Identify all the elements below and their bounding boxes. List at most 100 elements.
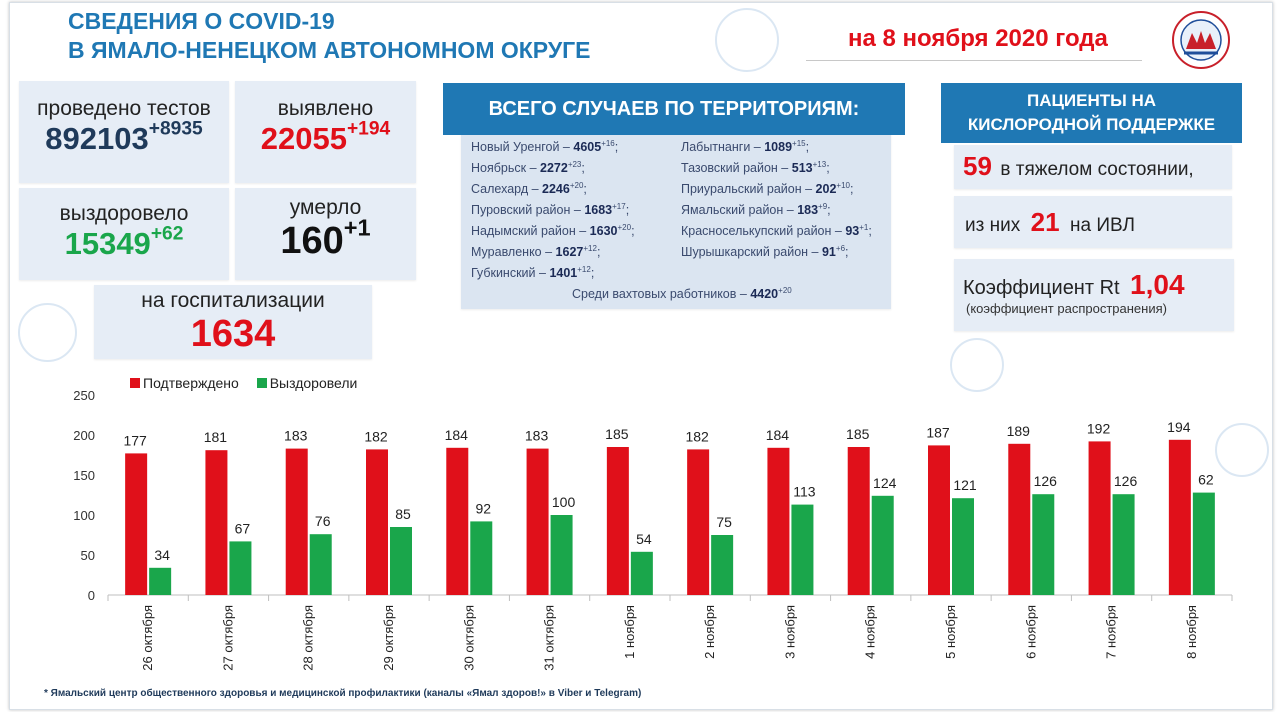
- territory-row: Приуральский район – 202+10;: [681, 181, 854, 197]
- x-category-label: 7 ноября: [1104, 605, 1119, 659]
- confirmed-data-label: 182: [364, 428, 388, 444]
- recovered-bar: [1032, 494, 1055, 595]
- infographic: СВЕДЕНИЯ О COVID-19 В ЯМАЛО-НЕНЕЦКОМ АВТ…: [9, 2, 1273, 710]
- recovered-data-label: 113: [793, 484, 816, 500]
- x-category-label: 31 октября: [542, 605, 557, 671]
- territory-row: Ямальский район – 183+9;: [681, 202, 831, 218]
- shift-workers-row: Среди вахтовых работников – 4420+20: [572, 286, 792, 302]
- x-category-label: 4 ноября: [863, 605, 878, 659]
- rt-note: (коэффициент распространения): [966, 301, 1167, 316]
- confirmed-bar: [606, 447, 629, 595]
- confirmed-bar: [446, 447, 469, 595]
- confirmed-data-label: 183: [525, 428, 549, 444]
- page-title: СВЕДЕНИЯ О COVID-19 В ЯМАЛО-НЕНЕЦКОМ АВТ…: [68, 7, 591, 65]
- died-card: умерло 160+1: [235, 188, 416, 280]
- confirmed-bar: [1008, 443, 1031, 595]
- territory-row: Муравленко – 1627+12;: [471, 244, 601, 260]
- recovered-data-label: 92: [475, 500, 491, 516]
- x-category-label: 27 октября: [220, 605, 235, 671]
- severe-card: 59 в тяжелом состоянии,: [954, 145, 1232, 189]
- legend-label-recovered: Выздоровели: [269, 375, 358, 391]
- territory-row: Лабытнанги – 1089+15;: [681, 139, 810, 155]
- confirmed-data-label: 185: [605, 426, 629, 442]
- confirmed-bar: [366, 449, 388, 595]
- died-value: 160+1: [280, 214, 371, 262]
- recovered-bar: [791, 504, 814, 595]
- virus-decoration-icon: [1215, 423, 1269, 477]
- report-date: на 8 ноября 2020 года: [848, 25, 1108, 52]
- chart-legend: Подтверждено Выздоровели: [130, 375, 357, 391]
- confirmed-bar: [928, 445, 950, 595]
- recovered-data-label: 76: [315, 513, 331, 529]
- rt-label: Коэффициент Rt: [963, 277, 1120, 299]
- confirmed-data-label: 183: [284, 428, 308, 444]
- ivl-suffix: на ИВЛ: [1070, 215, 1135, 236]
- confirmed-bar: [125, 453, 148, 595]
- virus-decoration-icon: [950, 338, 1004, 392]
- severe-label: в тяжелом состоянии,: [1000, 159, 1194, 180]
- source-footnote: * Ямальский центр общественного здоровья…: [44, 688, 642, 699]
- recovered-card: выздоровело 15349+62: [19, 188, 229, 280]
- x-category-label: 28 октября: [301, 605, 316, 671]
- x-category-label: 1 ноября: [622, 605, 637, 659]
- hospitalized-value: 1634: [190, 313, 276, 355]
- x-category-label: 5 ноября: [943, 605, 958, 659]
- y-tick-label: 100: [73, 508, 95, 523]
- recovered-data-label: 34: [154, 547, 170, 563]
- recovered-bar: [1112, 494, 1135, 595]
- territories-title: ВСЕГО СЛУЧАЕВ ПО ТЕРРИТОРИЯМ:: [443, 83, 905, 135]
- recovered-bar: [871, 495, 894, 595]
- confirmed-data-label: 185: [846, 426, 870, 442]
- x-category-label: 8 ноября: [1184, 605, 1199, 659]
- confirmed-bar: [1088, 441, 1111, 595]
- recovered-data-label: 85: [395, 506, 411, 522]
- confirmed-bar: [1168, 439, 1191, 595]
- y-tick-label: 200: [73, 428, 95, 443]
- confirmed-data-label: 184: [766, 427, 790, 443]
- y-tick-label: 50: [81, 548, 95, 563]
- recovered-bar: [550, 515, 573, 595]
- recovered-data-label: 67: [235, 520, 251, 536]
- recovered-data-label: 62: [1198, 472, 1214, 488]
- tests-label: проведено тестов: [37, 97, 211, 120]
- recovered-data-label: 121: [953, 477, 977, 493]
- ivl-prefix: из них: [965, 215, 1021, 236]
- x-category-label: 2 ноября: [702, 605, 717, 659]
- oxygen-title-line-1: ПАЦИЕНТЫ НА: [1026, 91, 1157, 110]
- territory-row: Ноябрьск – 2272+23;: [471, 160, 585, 176]
- title-line-1: СВЕДЕНИЯ О COVID-19: [68, 8, 335, 34]
- confirmed-bar: [767, 447, 790, 595]
- recovered-bar: [390, 527, 412, 595]
- virus-decoration-icon: [18, 303, 77, 362]
- x-category-label: 3 ноября: [782, 605, 797, 659]
- recovered-label: выздоровело: [59, 202, 189, 225]
- rt-card: Коэффициент Rt 1,04 (коэффициент распрос…: [954, 259, 1234, 331]
- x-category-label: 30 октября: [461, 605, 476, 671]
- recovered-data-label: 126: [1114, 473, 1138, 489]
- tests-card: проведено тестов 892103+8935: [19, 81, 229, 183]
- y-tick-label: 0: [88, 588, 95, 603]
- recovered-bar: [711, 535, 734, 595]
- hospitalized-card: на госпитализации 1634: [94, 285, 372, 359]
- title-line-2: В ЯМАЛО-НЕНЕЦКОМ АВТОНОМНОМ ОКРУГЕ: [68, 37, 591, 63]
- territory-row: Пуровский район – 1683+17;: [471, 202, 630, 218]
- recovered-bar: [952, 498, 974, 595]
- x-category-label: 29 октября: [381, 605, 396, 671]
- daily-cases-bar-chart: 0 50 100 150 200 250 177 34 26 октября 181 67 27 ок…: [73, 388, 1233, 671]
- recovered-value: 15349+62: [64, 223, 184, 261]
- legend-swatch-confirmed: [130, 378, 140, 388]
- territory-row: Тазовский район – 513+13;: [681, 160, 830, 176]
- confirmed-data-label: 192: [1087, 420, 1111, 436]
- confirmed-bar: [205, 450, 228, 595]
- virus-decoration-icon: [715, 8, 779, 72]
- confirmed-data-label: 177: [123, 432, 147, 448]
- oxygen-title-line-2: КИСЛОРОДНОЙ ПОДДЕРЖКЕ: [967, 115, 1216, 134]
- confirmed-data-label: 181: [204, 429, 228, 445]
- confirmed-data-label: 187: [926, 424, 950, 440]
- confirmed-bar: [847, 447, 870, 595]
- confirmed-bar: [285, 448, 308, 595]
- territory-row: Губкинский – 1401+12;: [471, 265, 595, 281]
- recovered-bar: [309, 534, 332, 595]
- recovered-data-label: 124: [873, 475, 897, 491]
- recovered-data-label: 126: [1034, 473, 1058, 489]
